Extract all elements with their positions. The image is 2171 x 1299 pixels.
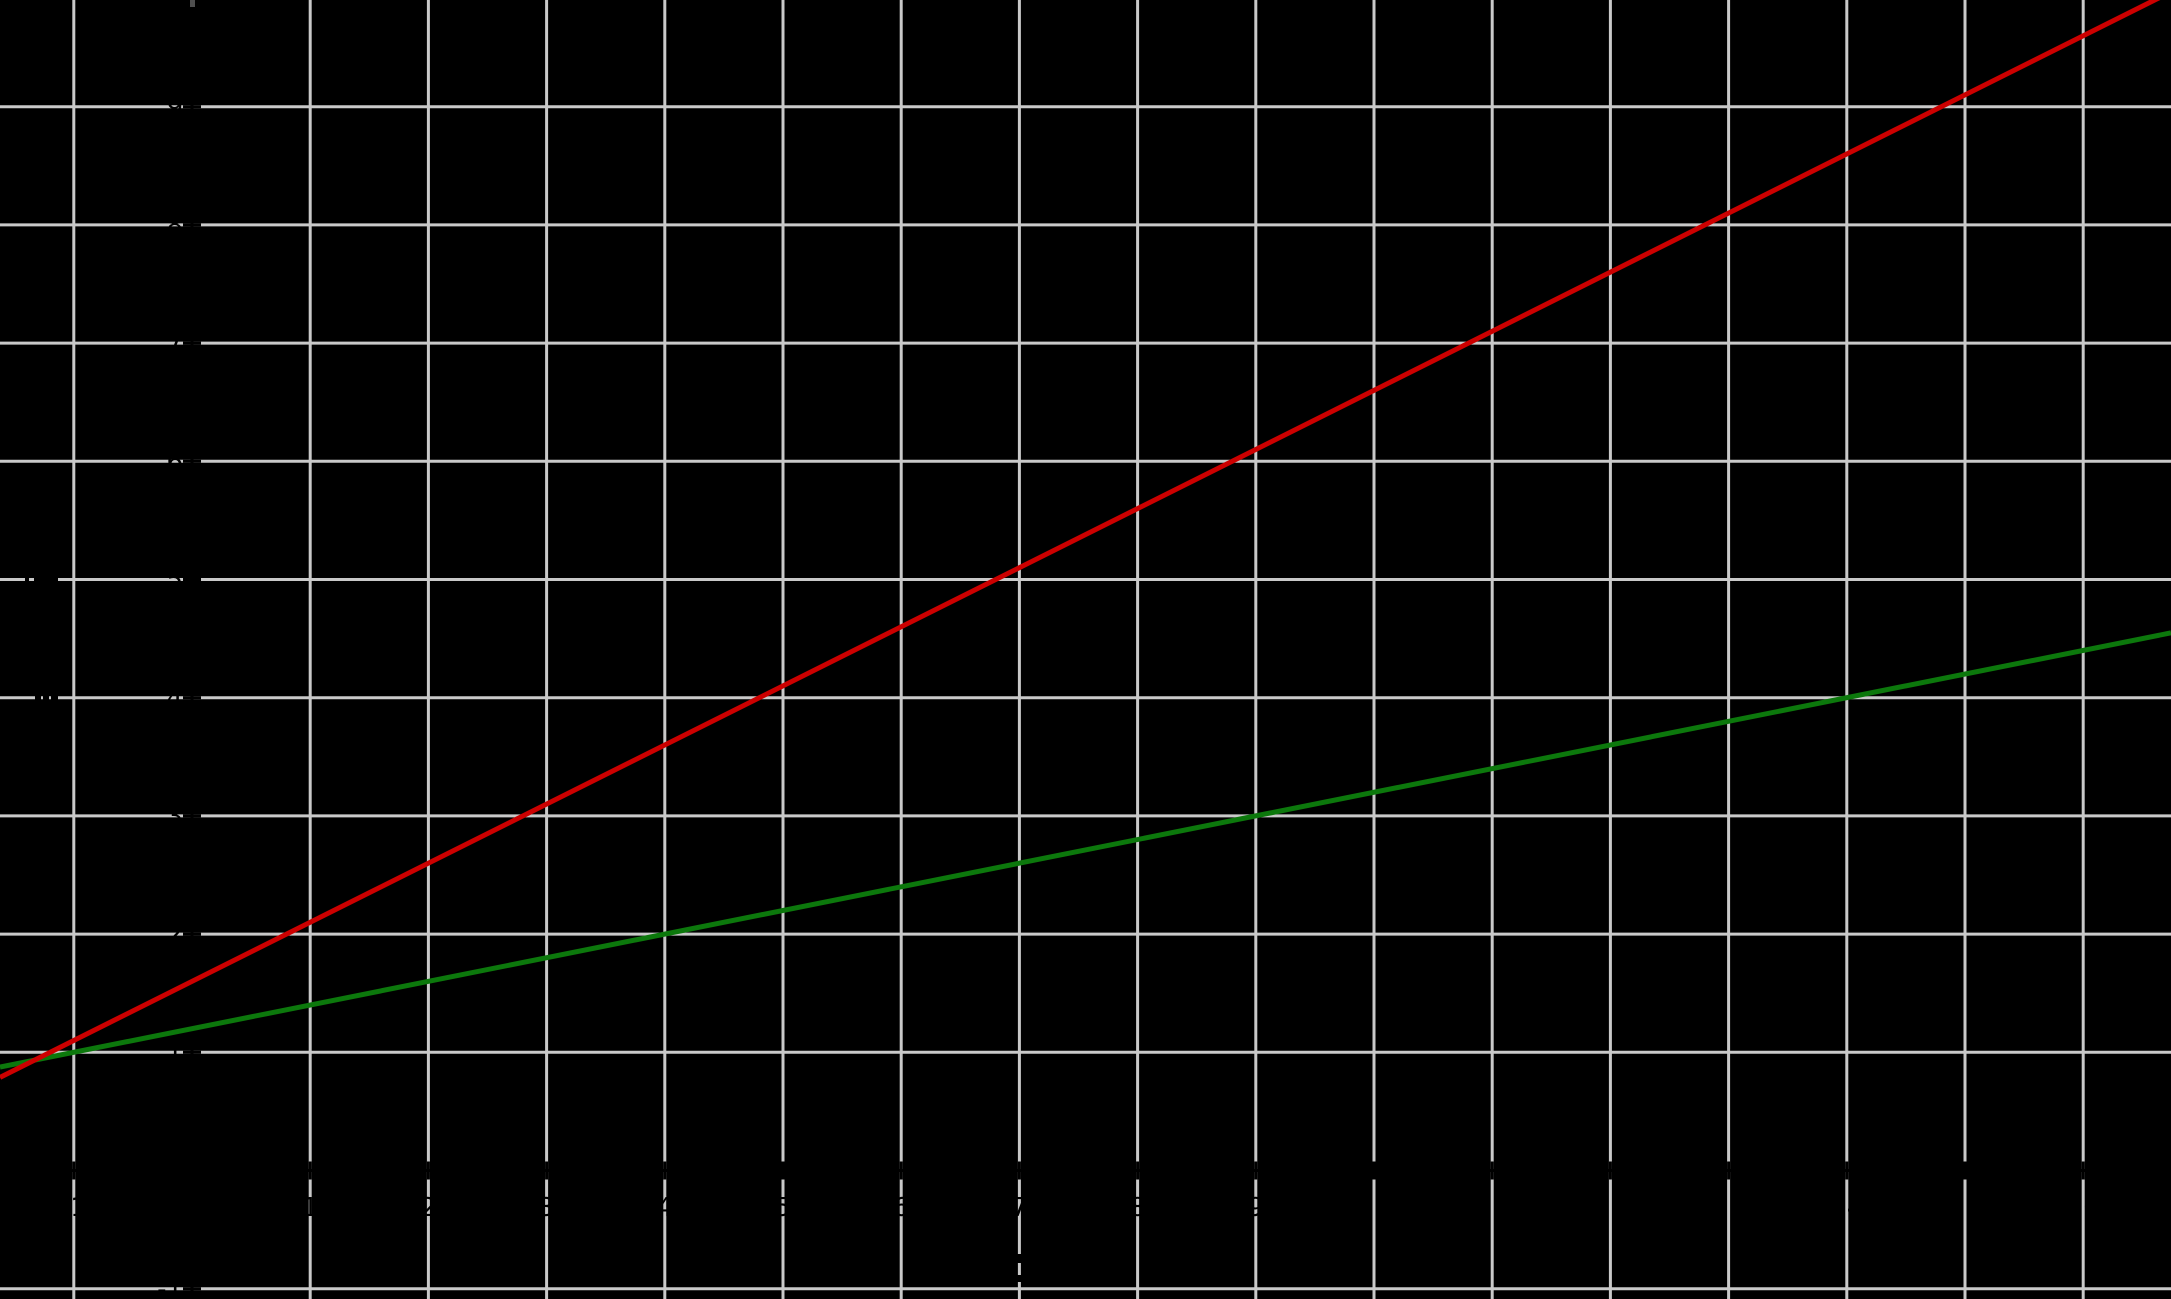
red-line <box>0 0 2161 1080</box>
x-tick-label: 9 <box>1248 1193 1265 1223</box>
x-tick-label: 7 <box>1011 1193 1028 1223</box>
y-tick-label: 5 <box>166 566 183 596</box>
y-tick-label: 1 <box>166 1038 183 1068</box>
black-text-fragment <box>34 571 58 589</box>
y-tick-label: -1 <box>157 1275 183 1299</box>
y-tick-label: 6 <box>166 447 183 477</box>
black-text-fragment <box>43 690 49 706</box>
x-tick-label: 5 <box>775 1193 792 1223</box>
x-tick-label: 16 <box>2067 1193 2100 1223</box>
y-tick-label: 2 <box>166 920 183 950</box>
green-line <box>0 630 2171 1070</box>
y-tick-labels: -1 1 2 3 4 5 6 7 8 9 <box>157 93 183 1299</box>
black-text-fragment <box>51 690 58 706</box>
black-text-fragment <box>35 690 41 706</box>
y-tick-label: 4 <box>166 684 183 714</box>
illegible-label-artifacts <box>25 571 1027 1282</box>
axis-ticks <box>72 105 2085 1291</box>
x-tick-label: 2 <box>420 1193 437 1223</box>
black-text-fragment <box>1015 1275 1027 1282</box>
x-tick-label: 15 <box>1948 1193 1981 1223</box>
x-tick-label: 3 <box>538 1193 555 1223</box>
y-tick-label: 3 <box>166 802 183 832</box>
x-tick-labels: -1 1 2 3 4 5 6 7 8 9 10 11 12 13 14 15 16 <box>61 1193 2100 1223</box>
y-tick-label: 8 <box>166 211 183 241</box>
x-tick-label: 1 <box>302 1193 319 1223</box>
x-tick-label: -1 <box>61 1193 87 1223</box>
black-text-fragment <box>25 571 29 589</box>
x-tick-label: 6 <box>893 1193 910 1223</box>
y-tick-label: 9 <box>166 93 183 123</box>
x-tick-label: 14 <box>1830 1193 1863 1223</box>
black-text-fragment <box>1015 1254 1027 1263</box>
x-tick-label: 10 <box>1357 1193 1390 1223</box>
y-axis-arrow-tip <box>190 0 195 7</box>
x-tick-label: 8 <box>1129 1193 1146 1223</box>
x-tick-label: 4 <box>657 1193 674 1223</box>
x-tick-label: 11 <box>1476 1193 1509 1223</box>
x-tick-label: 12 <box>1594 1193 1627 1223</box>
x-tick-label: 13 <box>1712 1193 1745 1223</box>
y-tick-label: 7 <box>166 329 183 359</box>
